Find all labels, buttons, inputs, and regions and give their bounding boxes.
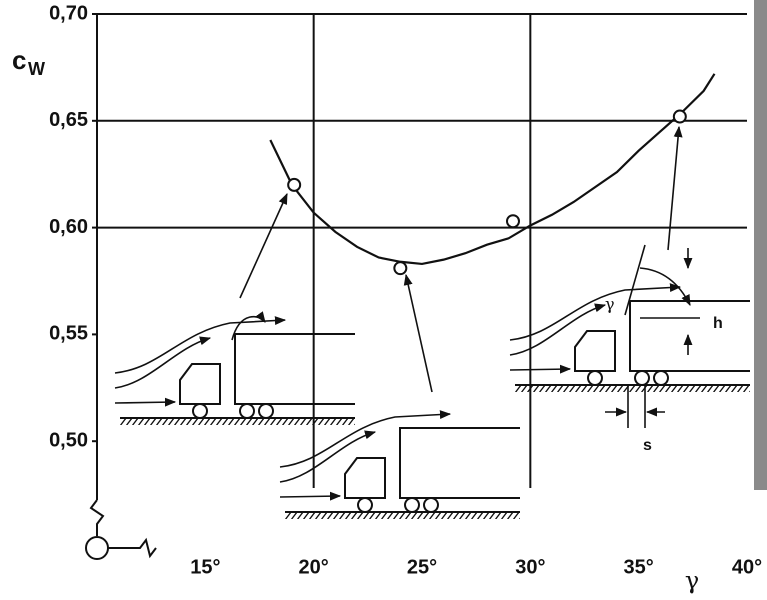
x-tick-label: 20° (299, 556, 329, 578)
data-point (288, 179, 300, 191)
y-tick-label: 0,65 (49, 109, 88, 131)
data-point (394, 262, 406, 274)
chart: γ h s c W γ 0,50 0,55 0,60 0,65 0,70 15° 20° 25… (0, 0, 767, 600)
y-tick-label: 0,70 (49, 2, 88, 24)
y-axis-label-sub: W (28, 59, 45, 79)
y-axis-label: c (12, 45, 26, 75)
data-point (674, 111, 686, 123)
x-tick-label: 35° (624, 556, 654, 578)
y-tick-label: 0,50 (49, 429, 88, 451)
height-label: h (713, 315, 723, 332)
x-tick-label: 15° (190, 556, 220, 578)
y-tick-label: 0,55 (49, 323, 88, 345)
axis-frame (86, 14, 156, 559)
angle-label: γ (605, 295, 615, 314)
y-tick-label: 0,60 (49, 216, 88, 238)
x-tick-label: 25° (407, 556, 437, 578)
gap-label: s (643, 437, 652, 454)
truck-diagrams (115, 127, 750, 519)
x-tick-label: 30° (515, 556, 545, 578)
x-tick-label: 40° (732, 556, 762, 578)
fit-curve (270, 74, 714, 264)
data-point (507, 215, 519, 227)
x-axis-label: γ (685, 567, 699, 595)
scan-edge (754, 0, 767, 490)
